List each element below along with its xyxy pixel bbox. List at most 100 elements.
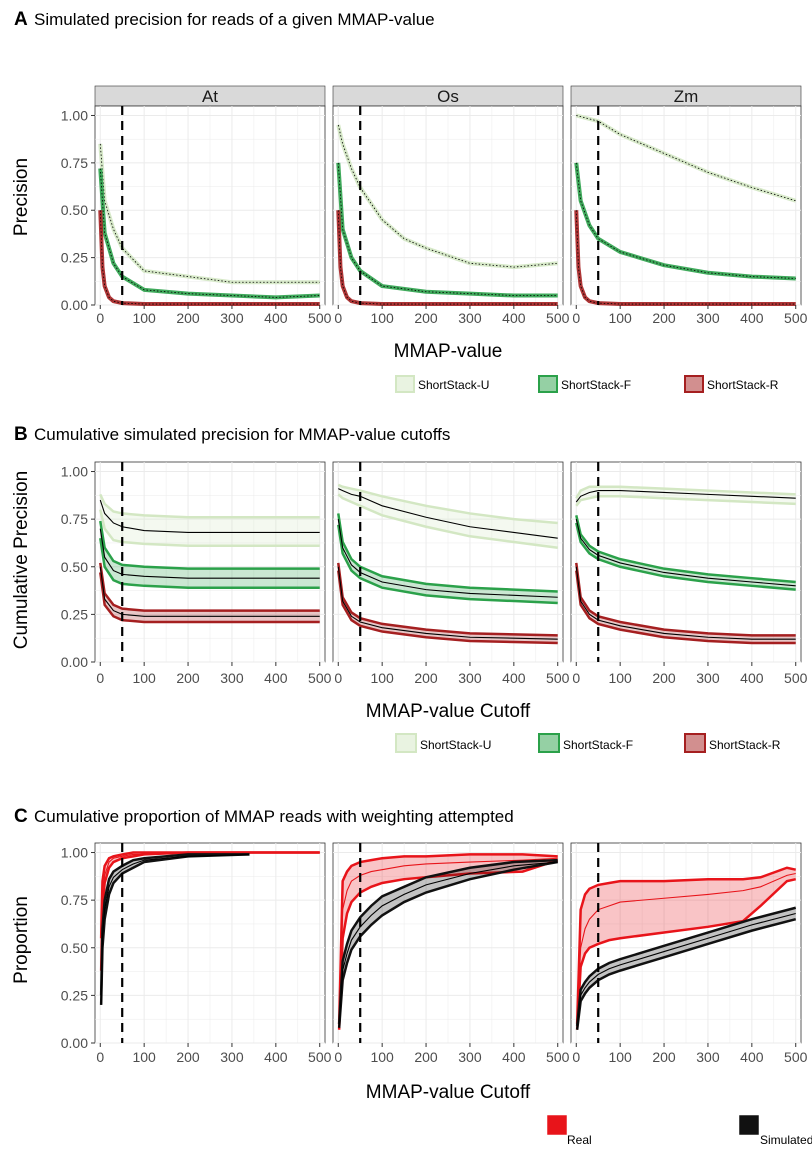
x-tick-label: 400 — [502, 670, 526, 686]
panel-letter: C — [14, 806, 28, 827]
x-tick-label: 500 — [784, 1049, 808, 1065]
x-tick-label: 200 — [176, 310, 200, 326]
series-band — [339, 860, 558, 1028]
x-tick-label: 300 — [220, 1049, 244, 1065]
legend-key — [538, 375, 558, 393]
x-tick-label: 500 — [546, 310, 570, 326]
x-tick-label: 300 — [458, 1049, 482, 1065]
x-tick-label: 300 — [696, 1049, 720, 1065]
series-shortstack-r — [575, 562, 796, 645]
legend-key — [538, 733, 560, 753]
series-simulated — [337, 858, 558, 1028]
series-line — [100, 851, 320, 971]
y-tick-label: 0.25 — [61, 606, 88, 622]
x-tick-label: 400 — [740, 310, 764, 326]
x-tick-label: 200 — [176, 1049, 200, 1065]
series-line — [575, 490, 796, 503]
legend-label: ShortStack-R — [709, 738, 781, 752]
legend-label: Real — [567, 1133, 592, 1147]
series-band-upper — [575, 562, 796, 637]
series-band — [577, 867, 796, 1030]
y-tick-label: 0.50 — [61, 202, 88, 218]
series-real — [99, 851, 320, 971]
facet-label: Zm — [674, 87, 699, 106]
x-tick-label: 300 — [458, 310, 482, 326]
series-shortstack-u — [336, 124, 558, 270]
series-shortstack-f — [575, 515, 796, 591]
x-tick-label: 0 — [572, 310, 580, 326]
series-band-lower — [99, 853, 250, 1005]
x-tick-label: 400 — [502, 1049, 526, 1065]
facet-zm: Zm 0 100 200 300 400 500 — [570, 85, 808, 326]
facet-zm: 0 100 200 300 400 500 — [570, 842, 808, 1065]
series-band-upper — [99, 493, 320, 519]
legend-item: ShortStack-R — [684, 375, 779, 393]
y-axis-title: Precision — [11, 158, 32, 236]
series-band — [339, 854, 558, 1030]
series-shortstack-f — [99, 520, 320, 589]
series-mean-points — [99, 143, 320, 283]
legend-key — [739, 1115, 759, 1135]
x-tick-label: 500 — [784, 310, 808, 326]
panel-b: B Cumulative simulated precision for MMAP… — [11, 424, 808, 753]
series-band — [338, 484, 558, 548]
series-shortstack-r — [98, 210, 320, 307]
series-band-lower — [575, 570, 796, 645]
series-line — [337, 566, 558, 640]
y-tick-label: 0.25 — [61, 250, 88, 266]
y-tick-label: 0.75 — [61, 511, 88, 527]
x-tick-label: 0 — [96, 670, 104, 686]
x-tick-label: 100 — [132, 310, 156, 326]
y-tick-label: 0.50 — [61, 940, 88, 956]
series-band-lower — [99, 538, 320, 589]
series-shortstack-r — [574, 210, 796, 307]
legend-label: ShortStack-R — [707, 378, 779, 392]
series-simulated — [99, 853, 250, 1005]
series-band-lower — [99, 509, 320, 548]
series-mean-points — [337, 210, 558, 305]
series-shortstack-f — [98, 168, 320, 300]
series-mean-points — [337, 162, 558, 296]
series-band-upper — [337, 513, 558, 593]
legend-label: ShortStack-U — [418, 378, 489, 392]
series-band-lower — [337, 524, 558, 605]
series-band-upper — [575, 485, 796, 499]
y-tick-label: 0.25 — [61, 987, 88, 1003]
series-shortstack-f — [574, 162, 796, 281]
panel-a: A Simulated precision for reads of a give… — [11, 9, 808, 393]
y-axis-title: Proportion — [11, 896, 32, 984]
series-line — [576, 872, 796, 1030]
series-band-lower — [575, 917, 797, 1030]
y-tick-label: 0.75 — [61, 892, 88, 908]
panel-title: Cumulative proportion of MMAP reads with… — [34, 807, 514, 826]
series-band-lower — [337, 860, 558, 1028]
series-line — [99, 528, 320, 579]
legend-item: ShortStack-U — [395, 375, 489, 393]
facet-os: Os 0 100 200 300 400 500 — [332, 85, 570, 326]
legend-label: ShortStack-F — [561, 378, 631, 392]
x-tick-label: 0 — [334, 1049, 342, 1065]
x-tick-label: 100 — [132, 1049, 156, 1065]
x-tick-label: 300 — [696, 670, 720, 686]
series-shortstack-r — [337, 562, 558, 645]
panel-letter: B — [14, 424, 28, 445]
y-tick-label: 0.00 — [61, 654, 88, 670]
legend-item: ShortStack-F — [538, 375, 631, 393]
x-tick-label: 200 — [414, 310, 438, 326]
series-line — [575, 519, 796, 587]
x-tick-label: 400 — [740, 1049, 764, 1065]
x-tick-label: 500 — [546, 670, 570, 686]
series-band — [577, 907, 796, 1030]
x-tick-label: 500 — [784, 670, 808, 686]
x-tick-label: 100 — [608, 310, 632, 326]
x-tick-label: 100 — [132, 670, 156, 686]
series-line — [99, 566, 320, 617]
x-tick-label: 300 — [220, 670, 244, 686]
series-mean-points — [99, 210, 320, 305]
facet-label: Os — [437, 87, 459, 106]
series-real — [337, 853, 559, 1030]
x-tick-label: 0 — [572, 670, 580, 686]
series-band-lower — [575, 877, 796, 1030]
series-band-lower — [337, 493, 558, 549]
